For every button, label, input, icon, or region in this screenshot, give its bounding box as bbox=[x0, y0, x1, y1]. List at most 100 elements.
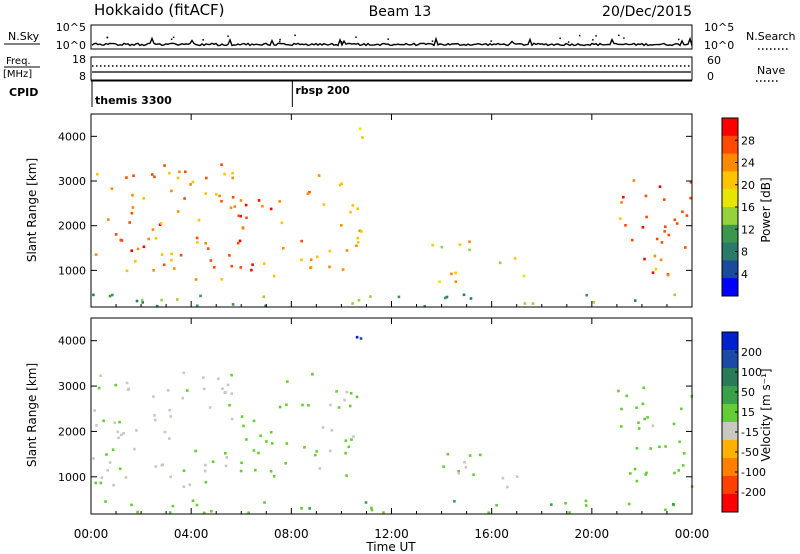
echo-cell bbox=[359, 337, 363, 340]
echo-cell bbox=[356, 207, 359, 210]
x-tick-label: 20:00 bbox=[575, 527, 610, 541]
echo-cell bbox=[585, 293, 588, 297]
echo-cell bbox=[166, 389, 170, 392]
echo-cell bbox=[633, 299, 637, 302]
echo-cell bbox=[653, 254, 657, 258]
echo-cell bbox=[285, 442, 289, 445]
echo-cell bbox=[131, 206, 135, 209]
nave-tick-top: 60 bbox=[707, 54, 721, 67]
nsky-trace bbox=[91, 36, 693, 47]
echo-cell bbox=[642, 386, 645, 390]
echo-cell bbox=[231, 196, 235, 199]
echo-cell bbox=[182, 469, 186, 472]
echo-cell bbox=[632, 179, 636, 182]
echo-cell bbox=[111, 448, 115, 451]
echo-cell bbox=[478, 453, 482, 457]
echo-cell bbox=[154, 237, 158, 240]
echo-cell bbox=[112, 483, 115, 487]
echo-cell bbox=[239, 214, 242, 218]
echo-cell bbox=[468, 248, 471, 252]
echo-cell bbox=[645, 471, 648, 475]
echo-cell bbox=[315, 450, 318, 453]
echo-cell bbox=[531, 302, 535, 305]
echo-cell bbox=[664, 445, 667, 448]
echo-cell bbox=[194, 278, 198, 281]
echo-cell bbox=[664, 508, 667, 512]
echo-cell bbox=[120, 239, 124, 242]
nsearch-point bbox=[387, 38, 389, 40]
echo-cell bbox=[673, 293, 677, 297]
echo-cell bbox=[130, 211, 134, 215]
nave-label: Nave bbox=[757, 64, 785, 77]
colorbar-swatch bbox=[722, 135, 738, 155]
echo-cell bbox=[681, 464, 685, 467]
echo-cell bbox=[159, 222, 163, 225]
power-colorbar-title: Power [dB] bbox=[759, 177, 773, 242]
velocity-colorbar-title: Velocity [m s⁻¹] bbox=[759, 368, 773, 461]
echo-cell bbox=[645, 215, 648, 219]
echo-cell bbox=[314, 453, 317, 457]
colorbar-frame bbox=[721, 331, 739, 513]
echo-cell bbox=[221, 387, 224, 391]
echo-cell bbox=[191, 499, 195, 503]
cpid-segment-label: rbsp 200 bbox=[295, 84, 350, 97]
echo-cell bbox=[199, 294, 202, 298]
echo-cell bbox=[160, 253, 164, 256]
echo-cell bbox=[257, 451, 260, 455]
y-tick-label: 1000 bbox=[58, 264, 86, 277]
echo-cell bbox=[168, 171, 171, 175]
echo-cell bbox=[211, 460, 215, 463]
echo-cell bbox=[204, 480, 208, 484]
echo-cell bbox=[625, 394, 628, 398]
echo-cell bbox=[355, 395, 359, 399]
colorbar-swatch bbox=[722, 404, 738, 423]
echo-cell bbox=[224, 464, 228, 468]
y-tick-label: 2000 bbox=[58, 220, 86, 233]
echo-cell bbox=[462, 293, 466, 297]
echo-cell bbox=[108, 461, 112, 464]
echo-cell bbox=[252, 419, 256, 423]
echo-cell bbox=[95, 424, 98, 427]
cpid-label: CPID bbox=[9, 86, 38, 99]
echo-cell bbox=[269, 431, 273, 434]
echo-cell bbox=[351, 204, 355, 207]
echo-cell bbox=[106, 469, 109, 472]
echo-cell bbox=[226, 383, 230, 387]
echo-cell bbox=[136, 510, 139, 514]
echo-cell bbox=[140, 298, 144, 302]
echo-cell bbox=[515, 475, 519, 478]
echo-cell bbox=[468, 454, 472, 457]
echo-cell bbox=[195, 503, 199, 507]
echo-cell bbox=[141, 301, 144, 304]
echo-cell bbox=[209, 259, 213, 262]
velocity-colorbar-tick-label: -15 bbox=[741, 426, 759, 439]
nsearch-tick-top: 10^5 bbox=[704, 21, 734, 34]
cpid-strip: CPID themis 3300 rbsp 200 bbox=[9, 80, 692, 107]
echo-cell bbox=[445, 295, 449, 299]
echo-cell bbox=[495, 504, 498, 507]
echo-cell bbox=[100, 476, 104, 479]
echo-cell bbox=[272, 475, 276, 478]
echo-cell bbox=[664, 225, 667, 228]
echo-cell bbox=[228, 403, 231, 407]
nsearch-point bbox=[170, 38, 173, 41]
echo-cell bbox=[498, 261, 502, 265]
echo-cell bbox=[673, 218, 677, 222]
echo-cell bbox=[263, 501, 266, 504]
echo-cell bbox=[178, 170, 181, 174]
echo-cell bbox=[168, 511, 172, 514]
echo-cell bbox=[689, 181, 693, 184]
echo-cell bbox=[673, 471, 676, 475]
echo-cell bbox=[584, 504, 588, 507]
echo-cell bbox=[113, 421, 117, 424]
echo-cell bbox=[173, 267, 176, 270]
power-echo-cells bbox=[92, 127, 693, 308]
echo-cell bbox=[155, 304, 159, 308]
echo-cell bbox=[204, 242, 207, 245]
echo-cell bbox=[168, 408, 171, 412]
echo-cell bbox=[206, 247, 210, 250]
echo-cell bbox=[468, 240, 471, 243]
echo-cell bbox=[231, 171, 234, 175]
echo-cell bbox=[208, 406, 212, 409]
echo-cell bbox=[655, 237, 659, 241]
